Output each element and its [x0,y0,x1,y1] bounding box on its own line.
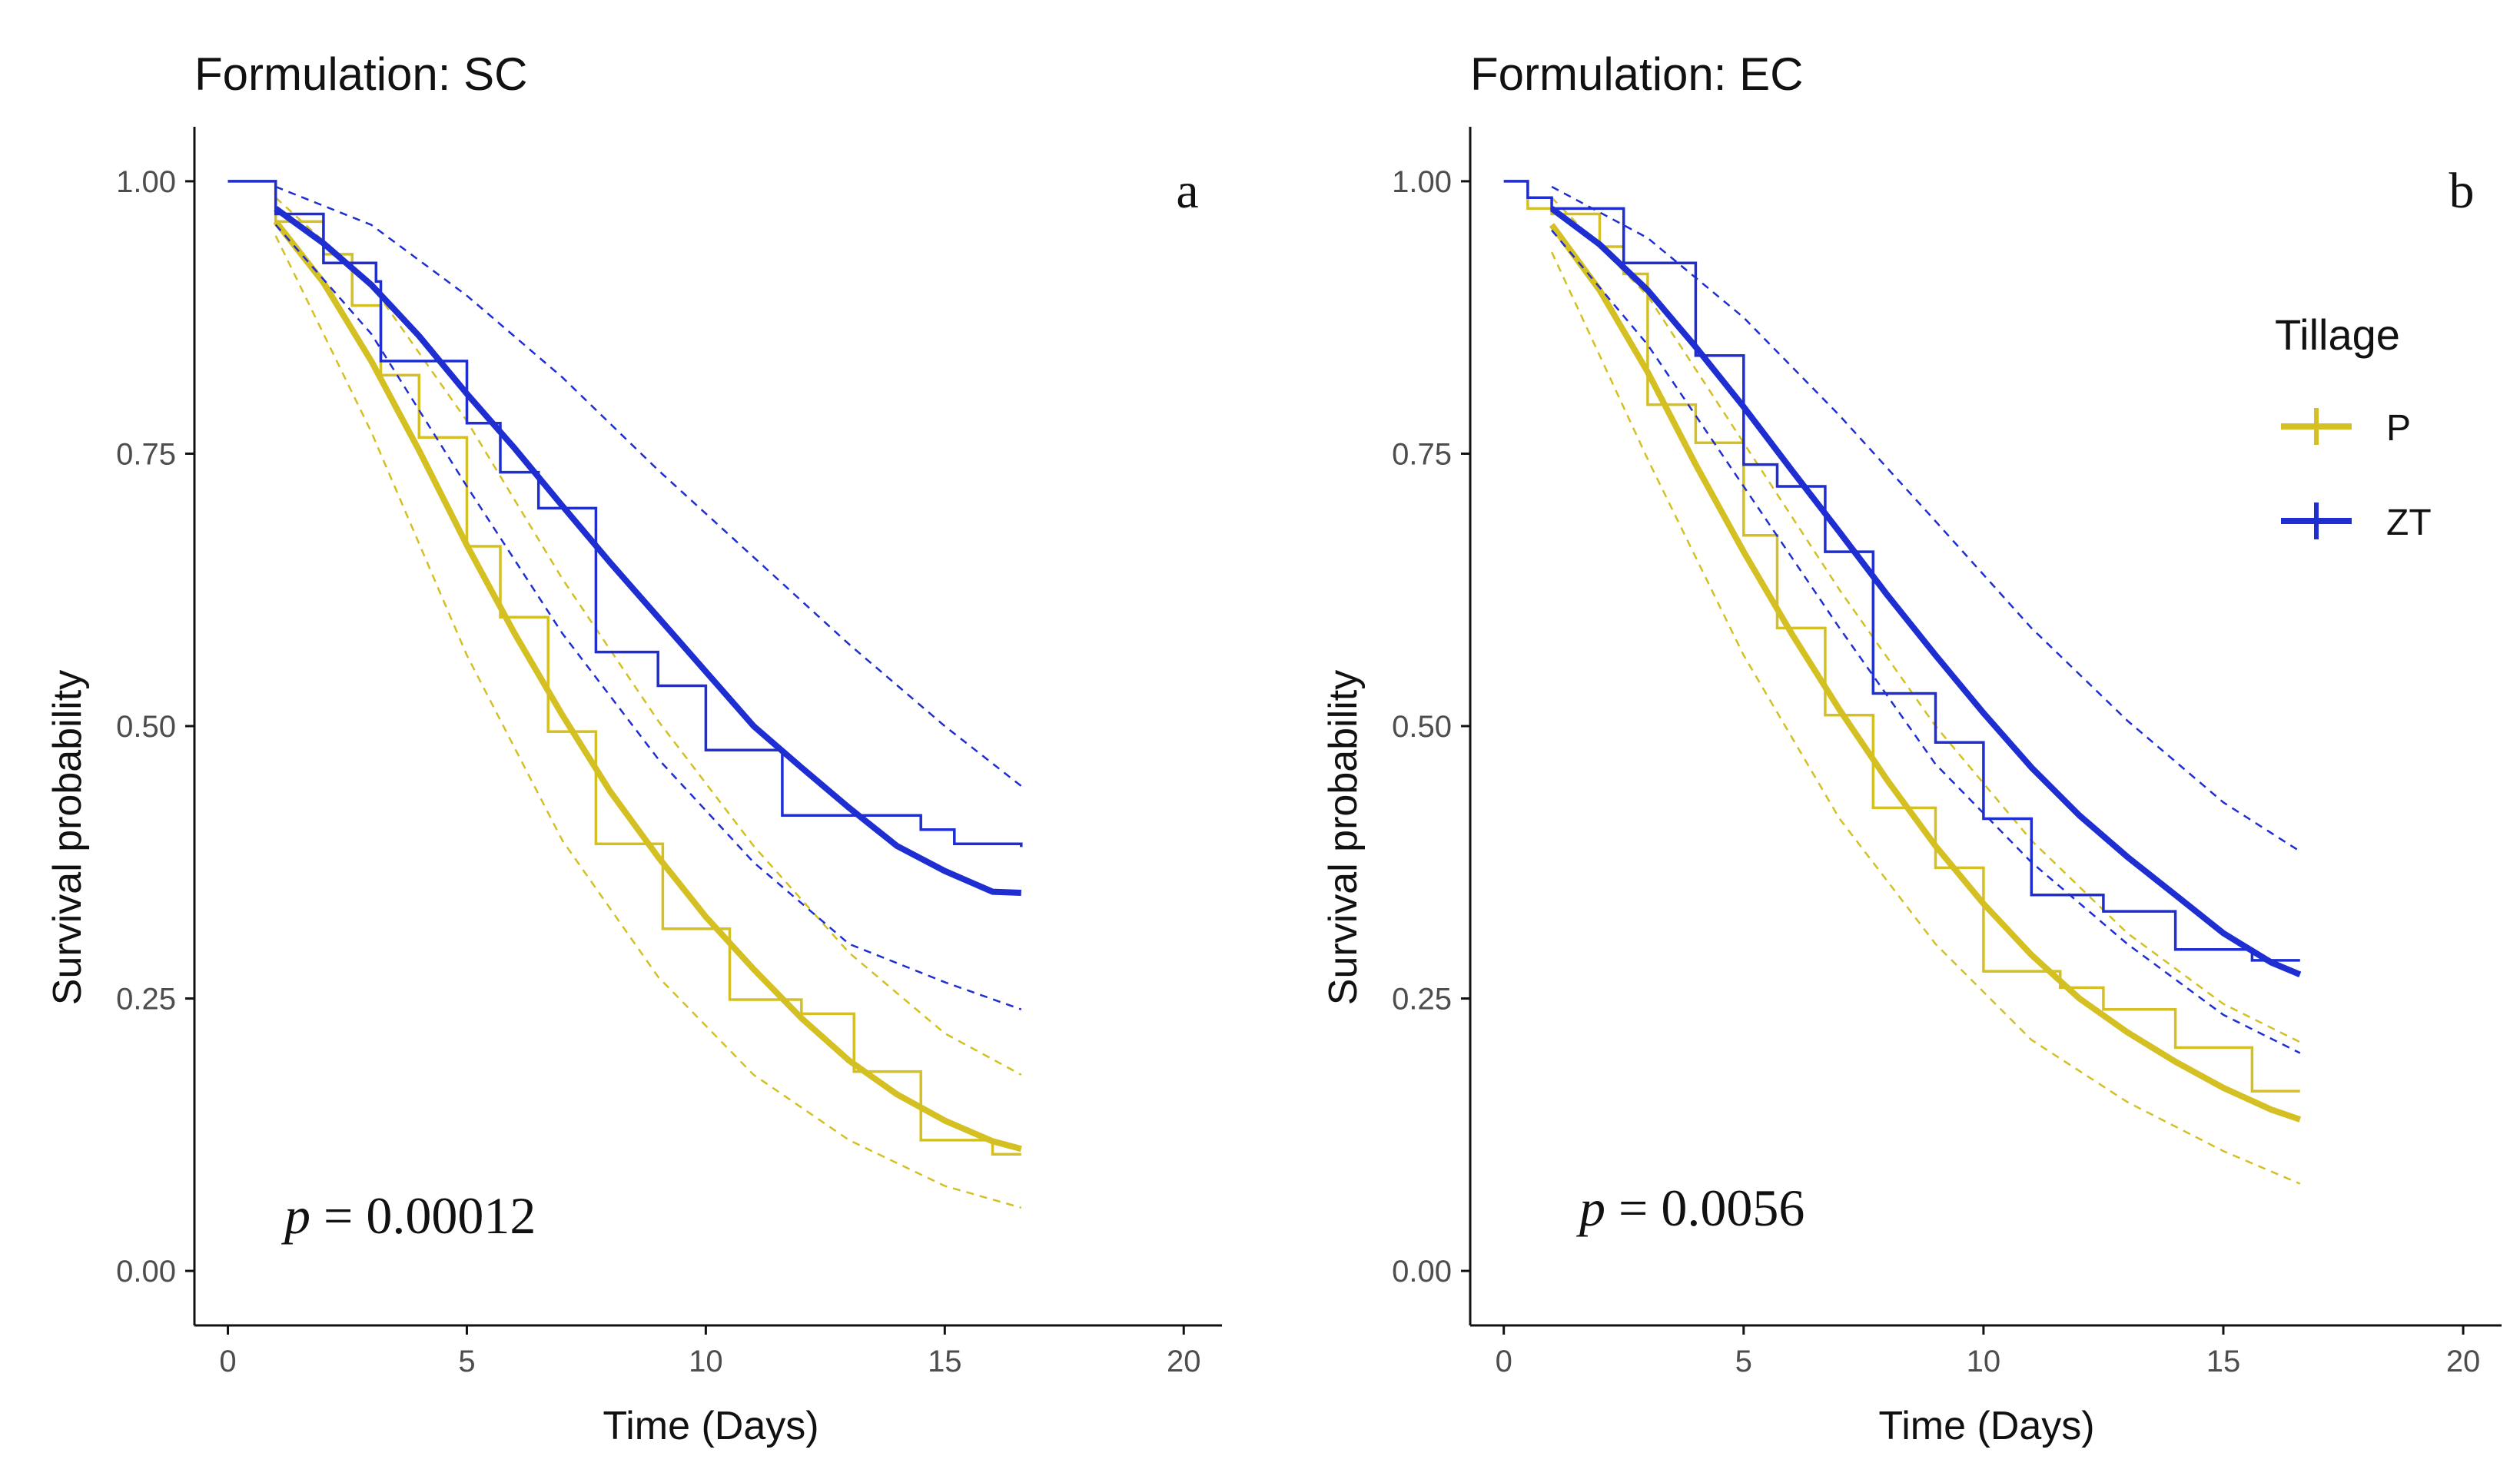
legend: Tillage P ZT [2275,310,2432,543]
p-value-text: = 0.0056 [1605,1179,1805,1237]
panel-sc: Formulation: SC Survival probability Tim… [45,48,1222,1448]
x-tick-label: 20 [2446,1345,2481,1378]
panel-label: b [2449,163,2475,219]
y-tick-label: 0.00 [1392,1255,1452,1289]
y-tick-label: 0.75 [1392,437,1452,471]
x-tick-label: 10 [689,1345,723,1378]
legend-items: P ZT [2281,408,2432,543]
legend-label: ZT [2386,503,2432,543]
y-tick-label: 0.50 [116,710,176,744]
x-tick-label: 5 [458,1345,475,1378]
x-tick-label: 5 [1735,1345,1752,1378]
series-zt [1503,180,2302,1054]
x-tick-label: 0 [219,1345,236,1378]
y-tick-label: 0.00 [116,1255,176,1289]
ci-lower-p [1550,251,2301,1185]
fit-curve-p [1549,223,2302,1123]
ci-lower-zt [1551,229,2301,1054]
legend-item-p: P [2281,408,2411,449]
y-tick-label: 0.25 [116,983,176,1017]
y-tick-label: 0.25 [1392,983,1452,1017]
x-tick-label: 20 [1167,1345,1201,1378]
y-tick-label: 1.00 [1392,165,1452,199]
y-tick-label: 1.00 [116,165,176,199]
x-tick-label: 0 [1496,1345,1512,1378]
fit-curve-p [273,219,1022,1153]
p-value-symbol: p [1576,1179,1605,1237]
p-value-text: = 0.00012 [310,1186,536,1245]
km-step-p [1503,180,2300,1093]
panel-ec: Formulation: EC Survival probability Tim… [1321,48,2502,1448]
panel-title: Formulation: EC [1470,48,1803,100]
y-axis-title: Survival probability [45,670,90,1005]
series-zt [227,180,1023,1010]
ci-upper-p [274,197,1022,1076]
legend-title: Tillage [2275,310,2400,359]
panel-label: a [1176,163,1198,219]
fit-curve-zt [1549,206,2302,977]
x-tick-label: 15 [2206,1345,2241,1378]
panel-title: Formulation: SC [194,48,527,100]
plot-area: 0.00 0.25 0.50 0.75 1.00 0 5 10 15 20 [1392,127,2502,1378]
ci-upper-zt [275,185,1022,787]
plot-area: 0.00 0.25 0.50 0.75 1.00 0 5 10 15 20 [116,127,1222,1378]
km-step-zt [1503,180,2300,962]
ci-lower-p [274,235,1022,1209]
x-tick-label: 10 [1967,1345,2001,1378]
x-tick-label: 15 [928,1345,962,1378]
p-value-annotation: p = 0.00012 [281,1186,536,1245]
p-value-symbol: p [281,1186,310,1245]
ci-upper-zt [1551,185,2301,853]
x-axis-title: Time (Days) [603,1404,818,1448]
fit-curve-zt [274,206,1021,896]
p-value-annotation: p = 0.0056 [1576,1179,1805,1237]
km-step-zt [227,180,1023,847]
legend-label: P [2386,408,2411,449]
legend-item-zt: ZT [2281,503,2432,543]
y-tick-label: 0.50 [1392,710,1452,744]
x-axis-title: Time (Days) [1878,1404,2094,1448]
y-axis-title: Survival probability [1321,670,1366,1005]
y-tick-label: 0.75 [116,437,176,471]
